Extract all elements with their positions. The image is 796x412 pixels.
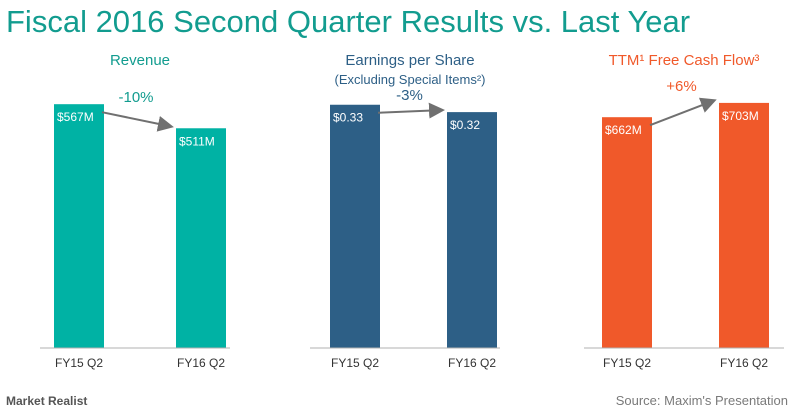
eps-change-arrow xyxy=(377,102,445,119)
fcf-chart: $662M FY15 Q2 $703M FY16 Q2 +6% xyxy=(584,78,784,370)
fcf-bar-1 xyxy=(602,117,652,348)
revenue-bar-1 xyxy=(54,104,104,348)
eps-bar-2 xyxy=(447,112,497,348)
eps-chart: $0.33 FY15 Q2 $0.32 FY16 Q2 -3% xyxy=(310,87,500,370)
revenue-bar-label-2: $511M xyxy=(179,134,215,148)
eps-bar-label-2: $0.32 xyxy=(450,118,480,132)
eps-chart-subtitle: (Excluding Special Items²) xyxy=(334,72,486,87)
brand-text: Market Realist xyxy=(6,394,88,408)
fcf-bar-label-1: $662M xyxy=(605,123,642,137)
revenue-change-label: -10% xyxy=(118,89,153,106)
eps-category-label-2: FY16 Q2 xyxy=(448,356,496,370)
page-title: Fiscal 2016 Second Quarter Results vs. L… xyxy=(6,4,691,39)
fcf-bar-label-2: $703M xyxy=(722,109,759,123)
revenue-change-arrow xyxy=(101,111,174,132)
fcf-category-label-1: FY15 Q2 xyxy=(603,356,651,370)
revenue-chart-title: Revenue xyxy=(109,52,171,69)
fcf-chart-title: TTM¹ Free Cash Flow³ xyxy=(608,52,760,69)
eps-bar-label-1: $0.33 xyxy=(333,111,363,125)
fcf-category-label-2: FY16 Q2 xyxy=(720,356,768,370)
fcf-bar-2 xyxy=(719,102,769,349)
eps-change-label: -3% xyxy=(396,87,423,104)
revenue-bar-label-1: $567M xyxy=(57,110,94,124)
fcf-change-arrow xyxy=(649,97,717,127)
revenue-chart: $567M FY15 Q2 $511M FY16 Q2 -10% xyxy=(40,89,230,370)
brand-logo: Market Realist xyxy=(6,394,87,408)
eps-category-label-1: FY15 Q2 xyxy=(331,356,379,370)
eps-bar-1 xyxy=(330,104,380,348)
source-note: Source: Maxim's Presentation xyxy=(615,393,788,408)
revenue-category-label-2: FY16 Q2 xyxy=(177,356,225,370)
eps-chart-title: Earnings per Share xyxy=(345,52,475,69)
fcf-change-label: +6% xyxy=(666,78,696,95)
revenue-bar-2 xyxy=(176,128,226,348)
revenue-category-label-1: FY15 Q2 xyxy=(55,356,103,370)
